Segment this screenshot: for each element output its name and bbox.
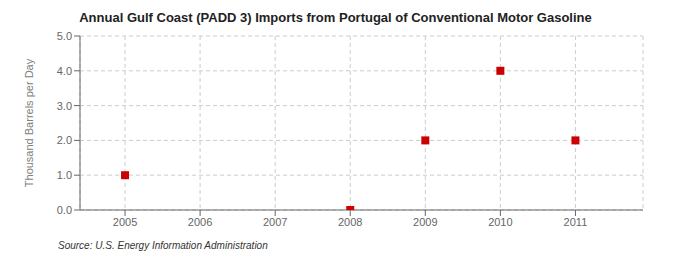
html-text:Source: U.S. Energy Informatio: Source: U.S. Energy Information Administ… <box>58 240 268 251</box>
svg-text:3.0: 3.0 <box>57 100 72 112</box>
svg-text:2006: 2006 <box>188 216 212 228</box>
svg-text:2010: 2010 <box>488 216 512 228</box>
svg-text:4.0: 4.0 <box>57 65 72 77</box>
svg-text:2009: 2009 <box>413 216 437 228</box>
svg-text:5.0: 5.0 <box>57 30 72 42</box>
svg-text:Thousand Barrels per Day: Thousand Barrels per Day <box>23 58 35 187</box>
svg-text:0.0: 0.0 <box>57 204 72 216</box>
svg-text:2008: 2008 <box>338 216 362 228</box>
svg-text:2007: 2007 <box>263 216 287 228</box>
svg-text:2.0: 2.0 <box>57 134 72 146</box>
html-text:Annual Gulf Coast (PADD 3) Imp: Annual Gulf Coast (PADD 3) Imports from … <box>79 10 592 25</box>
svg-text:1.0: 1.0 <box>57 169 72 181</box>
svg-text:2011: 2011 <box>564 216 588 228</box>
svg-text:2005: 2005 <box>113 216 137 228</box>
